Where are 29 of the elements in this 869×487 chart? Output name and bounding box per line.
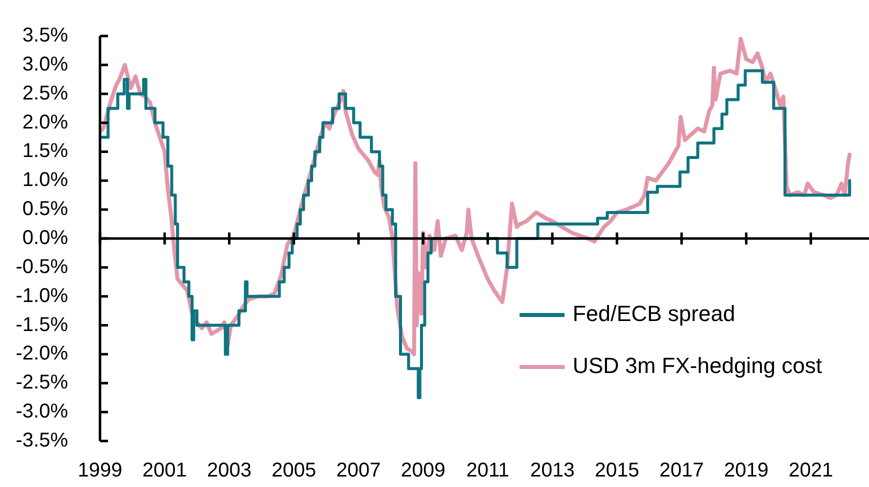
y-tick-label: -3.5% [16, 430, 68, 452]
y-tick-label: -2.0% [16, 342, 68, 365]
y-tick-label: 1.5% [22, 140, 68, 162]
x-tick-label: 2003 [206, 460, 252, 482]
y-tick-label: -1.0% [16, 284, 68, 307]
legend-label: USD 3m FX-hedging cost [572, 353, 822, 378]
y-tick-label: 0.5% [22, 198, 68, 220]
x-tick-label: 2005 [272, 460, 316, 482]
x-tick-label: 1999 [78, 460, 122, 482]
x-tick-label: 2017 [659, 460, 704, 482]
y-tick-label: -2.5% [16, 372, 68, 394]
x-tick-label: 2015 [594, 460, 640, 482]
legend-label: Fed/ECB spread [572, 301, 736, 326]
y-tick-label: 3.5% [22, 24, 68, 47]
x-tick-label: 2007 [336, 460, 381, 482]
x-tick-label: 2021 [788, 460, 834, 482]
y-tick-label: 2.0% [22, 111, 68, 134]
x-tick-label: 2011 [466, 460, 510, 482]
y-tick-label: -3.0% [16, 400, 68, 423]
y-tick-label: 1.0% [22, 169, 68, 192]
x-tick-label: 2001 [142, 460, 187, 482]
x-tick-label: 2013 [530, 460, 575, 482]
x-tick-label: 2009 [400, 460, 446, 482]
y-tick-label: 0.0% [22, 227, 68, 250]
y-tick-label: -0.5% [16, 256, 68, 278]
y-tick-label: 2.5% [22, 82, 68, 104]
y-tick-label: 3.0% [22, 53, 68, 76]
x-tick-label: 2019 [724, 460, 768, 482]
y-tick-label: -1.5% [16, 314, 68, 336]
